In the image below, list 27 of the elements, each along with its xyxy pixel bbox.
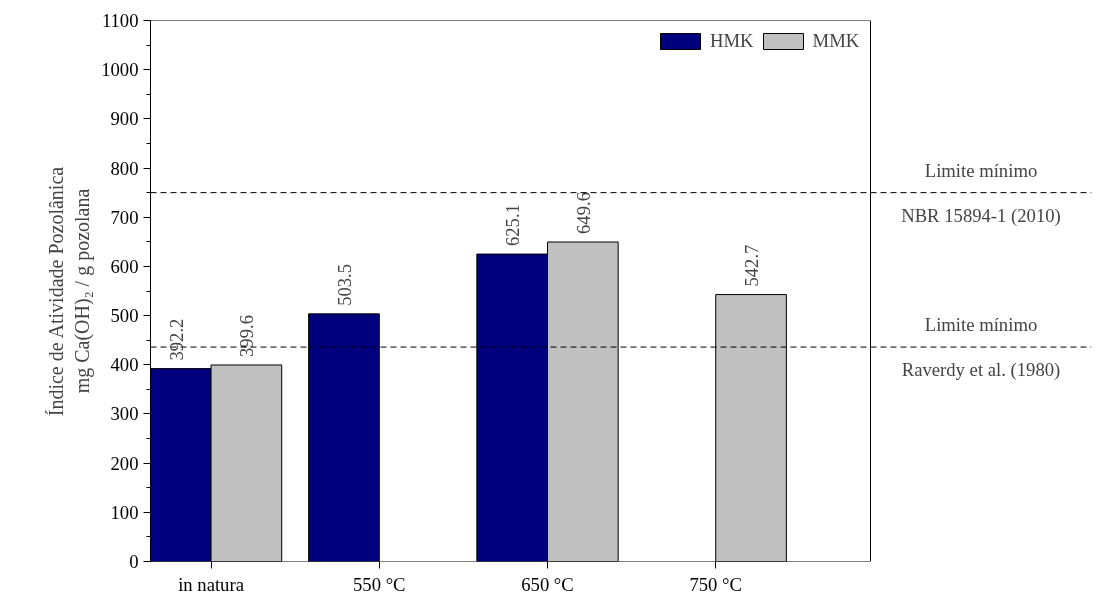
y-tick-label: 100: [110, 501, 139, 523]
y-tick-label: 500: [110, 305, 139, 327]
data-label: 399.6: [236, 314, 258, 357]
data-label: 625.1: [502, 204, 524, 247]
y-tick-label: 700: [110, 206, 139, 228]
y-tick-label: 1100: [101, 10, 139, 31]
text: Limite mínimo NBR 15894-1 (2010): [901, 159, 1061, 226]
legend-label: HMK: [710, 30, 754, 52]
y-tick-label: 900: [110, 108, 139, 130]
x-tick-label: 650 °C: [521, 573, 574, 595]
y-tick-label: 800: [110, 157, 139, 179]
y-tick-label: 1000: [101, 59, 139, 81]
y-tick-label: 400: [110, 354, 139, 376]
text: Limite mínimo Raverdy et al. (1980): [901, 314, 1061, 381]
data-label: 392.2: [165, 318, 187, 361]
data-label: 649.6: [572, 192, 594, 235]
y-tick-label: 600: [110, 255, 139, 277]
y-axis-title: Índice de Atividade Pozolânica mg Ca(OH)₂ / g pozolana: [44, 166, 95, 417]
y-tick-label: 300: [110, 403, 139, 425]
data-label: 542.7: [741, 244, 763, 287]
y-tick-label: 200: [110, 452, 139, 474]
x-tick-label: 550 °C: [353, 573, 406, 595]
data-label: 503.5: [333, 263, 355, 306]
x-tick-label: in natura: [178, 573, 245, 595]
y-tick-label: 0: [129, 551, 139, 572]
x-tick-label: 750 °C: [689, 573, 743, 595]
legend-label: MMK: [812, 30, 860, 52]
